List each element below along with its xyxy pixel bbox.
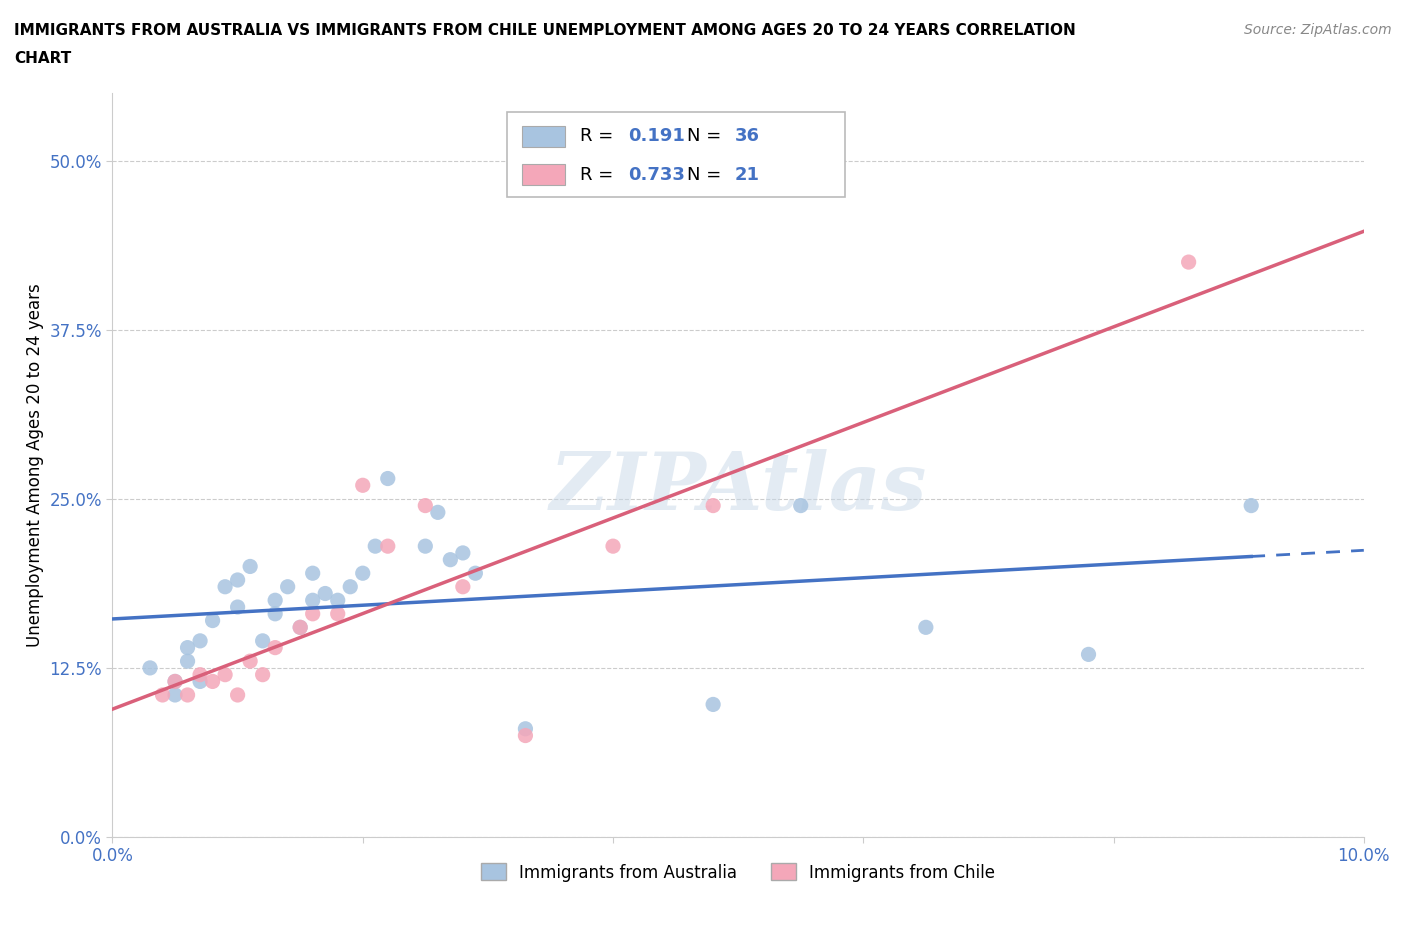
Point — [163, 674, 186, 689]
Point — [264, 606, 287, 621]
Point — [352, 478, 374, 493]
Point — [290, 620, 312, 635]
Text: N =: N = — [688, 166, 727, 184]
Point — [415, 538, 437, 553]
Point — [377, 538, 399, 553]
Text: 21: 21 — [734, 166, 759, 184]
Point — [702, 498, 724, 513]
Text: 36: 36 — [734, 127, 759, 145]
Point — [415, 498, 437, 513]
Point — [1240, 498, 1263, 513]
Point — [1077, 647, 1099, 662]
Point — [426, 505, 449, 520]
Point — [252, 667, 274, 682]
Point — [264, 592, 287, 607]
Point — [602, 538, 624, 553]
Point — [326, 606, 349, 621]
Point — [314, 586, 336, 601]
Point — [277, 579, 299, 594]
Point — [163, 674, 186, 689]
Point — [201, 674, 224, 689]
Point — [1177, 255, 1199, 270]
Point — [188, 633, 211, 648]
Point — [226, 600, 249, 615]
Point — [515, 722, 537, 737]
Point — [239, 559, 262, 574]
Point — [226, 687, 249, 702]
Point — [301, 606, 323, 621]
Point — [339, 579, 361, 594]
Point — [188, 674, 211, 689]
Point — [252, 633, 274, 648]
Bar — [522, 165, 565, 185]
Text: Source: ZipAtlas.com: Source: ZipAtlas.com — [1244, 23, 1392, 37]
Point — [239, 654, 262, 669]
Point — [451, 546, 474, 561]
Point — [201, 613, 224, 628]
Text: ZIPAtlas: ZIPAtlas — [550, 448, 927, 526]
Point — [139, 660, 162, 675]
Point — [163, 687, 186, 702]
Point — [702, 697, 724, 711]
Point — [176, 640, 198, 655]
Text: N =: N = — [688, 127, 727, 145]
Point — [264, 640, 287, 655]
Point — [790, 498, 813, 513]
Point — [214, 667, 236, 682]
Point — [290, 620, 312, 635]
Point — [214, 579, 236, 594]
Point — [301, 592, 323, 607]
Point — [301, 565, 323, 580]
Point — [515, 728, 537, 743]
Text: CHART: CHART — [14, 51, 72, 66]
Point — [176, 654, 198, 669]
Point — [364, 538, 387, 553]
Text: R =: R = — [581, 166, 620, 184]
Point — [377, 472, 399, 486]
Point — [451, 579, 474, 594]
Point — [915, 620, 938, 635]
Text: IMMIGRANTS FROM AUSTRALIA VS IMMIGRANTS FROM CHILE UNEMPLOYMENT AMONG AGES 20 TO: IMMIGRANTS FROM AUSTRALIA VS IMMIGRANTS … — [14, 23, 1076, 38]
Bar — [522, 126, 565, 147]
Point — [352, 565, 374, 580]
Point — [188, 667, 211, 682]
Text: 0.191: 0.191 — [628, 127, 685, 145]
Text: R =: R = — [581, 127, 620, 145]
Point — [226, 573, 249, 588]
FancyBboxPatch shape — [506, 112, 845, 197]
Text: 0.733: 0.733 — [628, 166, 685, 184]
Y-axis label: Unemployment Among Ages 20 to 24 years: Unemployment Among Ages 20 to 24 years — [25, 283, 44, 647]
Point — [439, 552, 461, 567]
Legend: Immigrants from Australia, Immigrants from Chile: Immigrants from Australia, Immigrants fr… — [474, 857, 1002, 888]
Point — [176, 687, 198, 702]
Point — [152, 687, 174, 702]
Point — [464, 565, 486, 580]
Point — [326, 592, 349, 607]
